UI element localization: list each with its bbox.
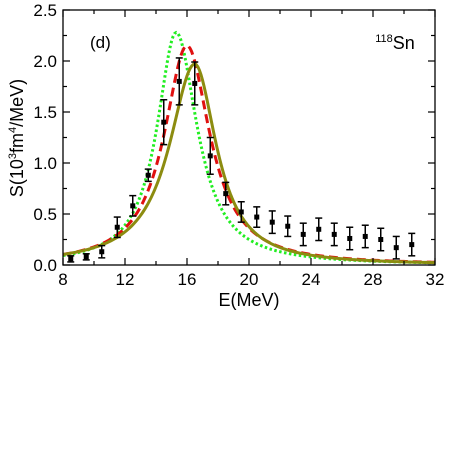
data-marker xyxy=(331,231,337,237)
nucleus-label: 118Sn xyxy=(375,33,415,53)
data-point xyxy=(268,210,276,235)
data-point xyxy=(82,253,90,261)
data-point xyxy=(191,61,199,106)
data-point xyxy=(377,227,385,252)
data-point xyxy=(160,99,168,146)
data-point xyxy=(67,255,75,263)
data-marker xyxy=(393,245,399,251)
x-tick-label: 32 xyxy=(426,270,445,289)
data-point xyxy=(175,57,183,106)
data-point xyxy=(129,194,137,217)
nucleus-mass: 118 xyxy=(375,33,393,45)
y-tick-label: 2.0 xyxy=(33,52,57,71)
series-line-dotted xyxy=(62,30,436,265)
data-marker xyxy=(347,235,353,241)
experimental-points xyxy=(67,57,416,263)
y-axis-label: S(103fm4/MeV) xyxy=(7,79,27,197)
x-tick-label: 12 xyxy=(116,270,135,289)
data-marker xyxy=(316,226,322,232)
data-marker xyxy=(409,242,415,248)
data-marker xyxy=(362,233,368,239)
data-point xyxy=(98,244,106,259)
x-tick-label: 28 xyxy=(364,270,383,289)
data-point xyxy=(346,226,354,251)
data-point xyxy=(330,222,338,247)
y-label-prefix: S(10 xyxy=(7,159,27,197)
data-marker xyxy=(238,209,244,215)
data-point xyxy=(408,232,416,257)
data-marker xyxy=(145,172,151,178)
data-point xyxy=(315,217,323,242)
x-tick-label: 24 xyxy=(302,270,321,289)
x-tick-label: 20 xyxy=(240,270,259,289)
y-label-sup1: 3 xyxy=(7,153,19,159)
data-marker xyxy=(223,191,229,197)
data-marker xyxy=(68,256,74,262)
data-point xyxy=(206,136,214,175)
data-marker xyxy=(378,237,384,242)
data-point xyxy=(144,168,152,183)
nucleus-symbol: Sn xyxy=(393,33,415,53)
data-point xyxy=(113,216,121,239)
data-point xyxy=(361,224,369,249)
data-point xyxy=(299,222,307,247)
plot-frame xyxy=(62,9,436,266)
y-tick-label: 0.5 xyxy=(33,205,57,224)
data-point xyxy=(392,235,400,260)
panel-label: (d) xyxy=(90,33,111,52)
y-label-mid: fm xyxy=(7,133,27,153)
y-label-suffix: /MeV) xyxy=(7,79,27,127)
data-marker xyxy=(130,203,136,209)
data-marker xyxy=(300,231,306,237)
y-label-sup2: 4 xyxy=(7,127,19,133)
y-tick-label: 2.5 xyxy=(33,1,57,20)
x-tick-label: 8 xyxy=(58,270,67,289)
data-point xyxy=(284,215,292,238)
y-tick-label: 1.5 xyxy=(33,103,57,122)
series-line-dashed xyxy=(62,44,436,264)
data-marker xyxy=(254,214,260,220)
y-tick-label: 0.0 xyxy=(33,256,57,275)
data-marker xyxy=(83,254,89,260)
data-marker xyxy=(285,223,291,229)
data-marker xyxy=(207,153,213,159)
data-marker xyxy=(161,119,167,125)
axis-ticks: 8 12 16 20 24 28 32 0.0 0.5 1.0 1.5 2.0 2.5 xyxy=(33,1,444,289)
x-axis-label: E(MeV) xyxy=(218,290,279,310)
data-marker xyxy=(99,249,105,255)
data-point xyxy=(222,181,230,206)
data-point xyxy=(237,201,245,223)
data-point xyxy=(253,206,261,229)
data-marker xyxy=(192,80,198,86)
y-tick-label: 1.0 xyxy=(33,154,57,173)
x-tick-label: 16 xyxy=(178,270,197,289)
data-marker xyxy=(176,78,182,84)
data-marker xyxy=(114,224,120,230)
data-marker xyxy=(269,219,275,225)
